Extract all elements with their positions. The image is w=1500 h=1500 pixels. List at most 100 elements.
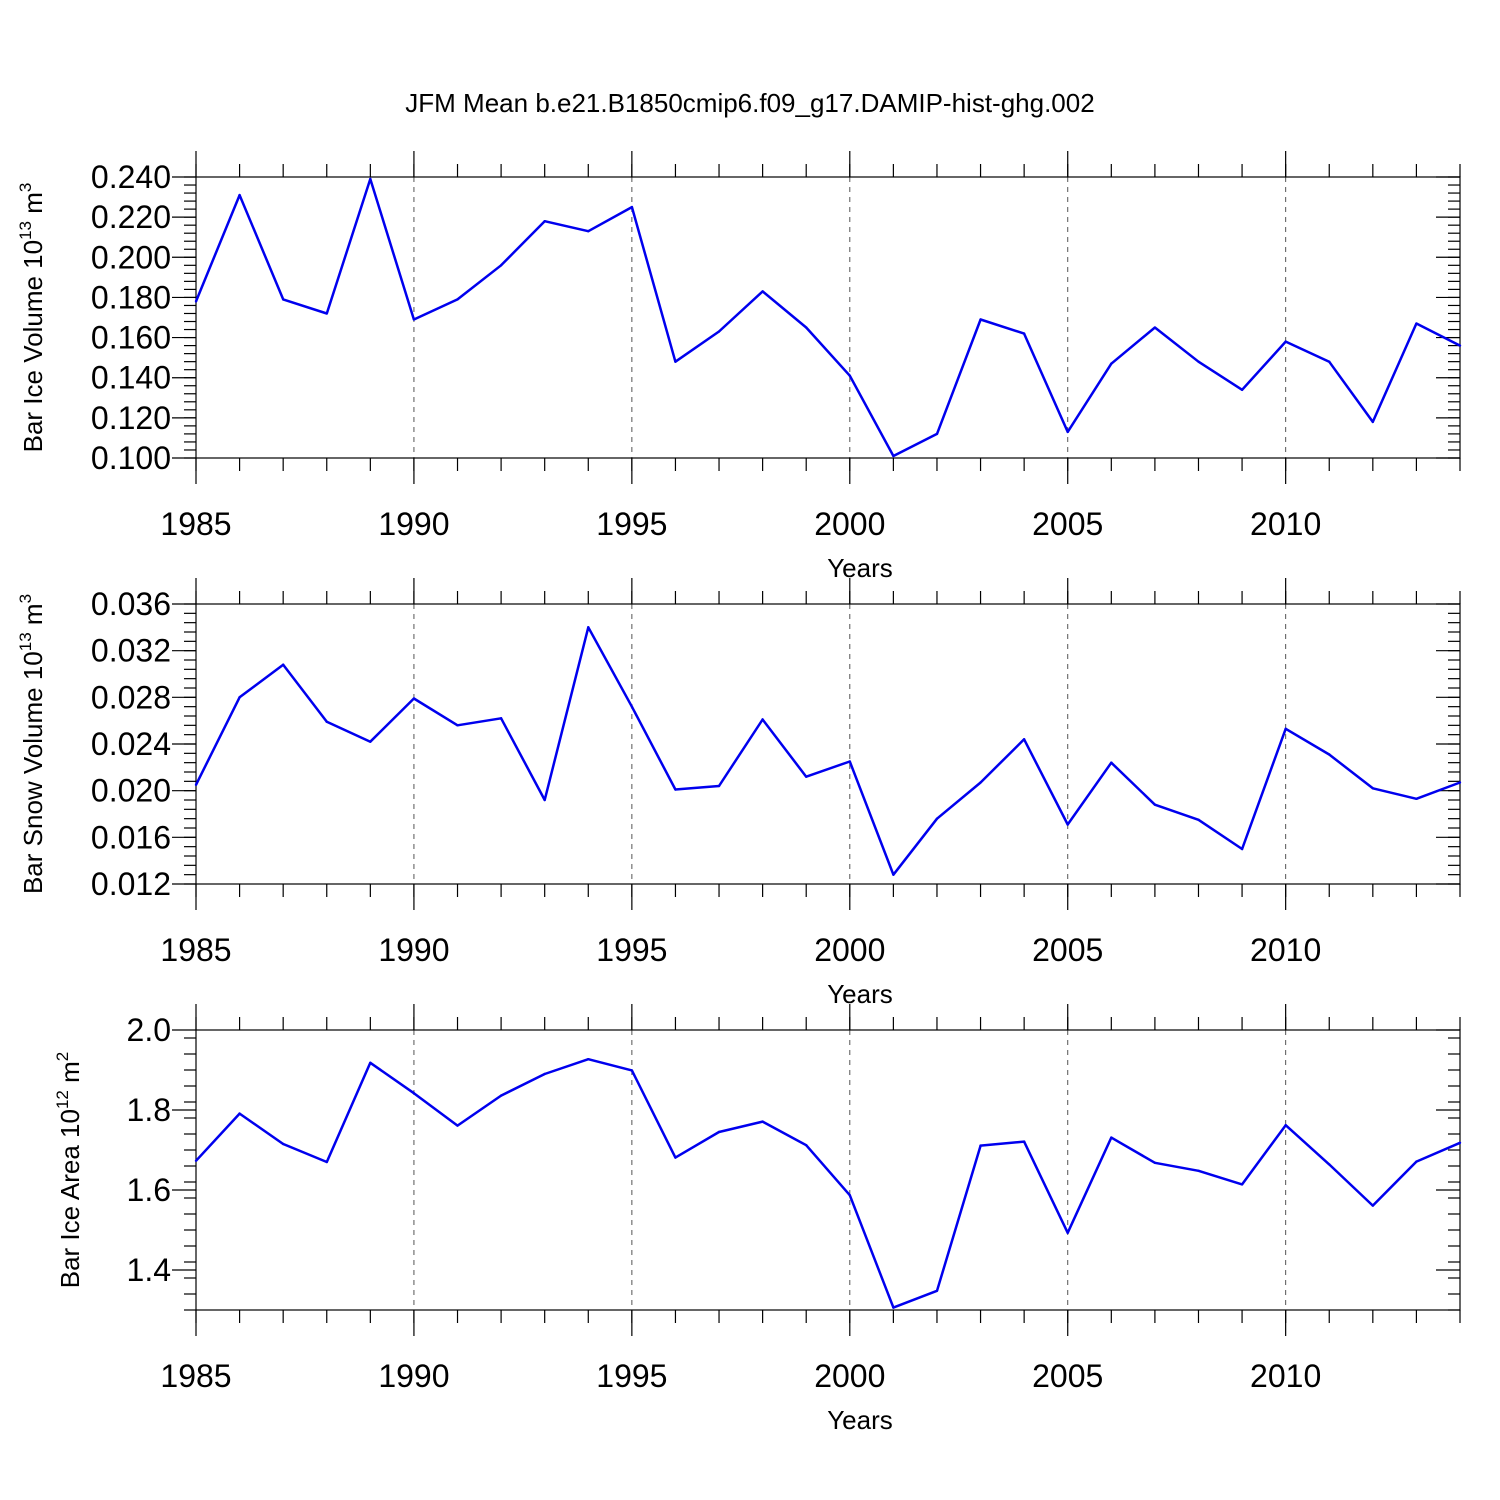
data-point-2010 [1284, 1124, 1287, 1127]
data-point-1993 [543, 219, 546, 223]
y-axis-label-text: Bar Snow Volume 10 [18, 651, 48, 894]
y-tick-label-1.6: 1.6 [127, 1172, 171, 1208]
x-tick-label-1995: 1995 [596, 932, 667, 968]
x-tick-label-1995: 1995 [596, 1358, 667, 1394]
data-point-1989 [369, 177, 372, 181]
data-point-2003 [979, 318, 982, 321]
data-point-1990 [412, 1092, 416, 1095]
data-point-2002 [935, 817, 939, 820]
data-point-1992 [499, 264, 503, 267]
x-tick-label-1990: 1990 [378, 506, 449, 542]
y-tick-label-0.032: 0.032 [91, 633, 171, 669]
data-point-2006 [1110, 362, 1113, 365]
x-tick-label-2000: 2000 [814, 506, 885, 542]
data-point-2007 [1153, 326, 1157, 329]
data-point-2011 [1328, 360, 1331, 363]
y-axis-label: Bar Ice Volume 1013 m3 [16, 183, 48, 453]
data-point-2004 [1022, 738, 1026, 741]
data-point-2008 [1197, 1169, 1200, 1173]
data-point-2001 [892, 873, 895, 876]
data-point-1986 [238, 1112, 241, 1115]
y-axis-label-text: Bar Ice Volume 10 [18, 240, 48, 452]
y-tick-label-0.200: 0.200 [91, 239, 171, 275]
y-tick-label-0.020: 0.020 [91, 773, 171, 809]
y-axis-label-exponent: 13 [16, 221, 35, 240]
data-point-2011 [1328, 753, 1331, 756]
series-line [194, 626, 1461, 876]
x-tick-label-1990: 1990 [378, 932, 449, 968]
data-point-2014 [1458, 344, 1462, 347]
data-point-2000 [848, 374, 851, 377]
data-point-1997 [717, 784, 721, 788]
x-tick-label-2005: 2005 [1032, 506, 1103, 542]
data-point-2004 [1022, 332, 1026, 335]
y-axis-label-exponent: 12 [53, 1090, 72, 1109]
y-axis-label-unit-exponent: 3 [16, 594, 35, 603]
y-axis-label-unit-exponent: 3 [16, 183, 35, 192]
data-point-2010 [1284, 727, 1287, 731]
data-point-1991 [456, 298, 459, 301]
x-tick-label-1995: 1995 [596, 506, 667, 542]
data-point-2003 [979, 1144, 982, 1147]
data-point-1991 [456, 724, 459, 727]
data-point-2005 [1066, 430, 1069, 434]
panel-1: 1985 1990 1995 2000 2005 2010 0.100 0.120 0.140 0… [16, 151, 1462, 583]
data-point-1985 [194, 300, 198, 303]
data-point-1991 [456, 1124, 459, 1127]
x-tick-label-2010: 2010 [1250, 932, 1321, 968]
data-point-1996 [674, 360, 677, 363]
data-point-1986 [238, 193, 241, 197]
data-point-1988 [325, 1160, 328, 1164]
data-point-2014 [1458, 781, 1462, 784]
data-point-1996 [674, 788, 677, 791]
y-tick-label-0.024: 0.024 [91, 726, 171, 762]
data-point-1985 [194, 1159, 198, 1163]
data-point-1986 [238, 696, 241, 699]
data-point-1994 [587, 229, 590, 233]
y-tick-label-0.120: 0.120 [91, 400, 171, 436]
x-tick-label-1990: 1990 [378, 1358, 449, 1394]
y-axis-label-text: Bar Ice Area 10 [55, 1109, 85, 1288]
data-point-1993 [543, 1072, 546, 1076]
x-axis-label: Years [827, 553, 893, 583]
x-tick-label-1985: 1985 [160, 506, 231, 542]
x-tick-label-2010: 2010 [1250, 506, 1321, 542]
y-tick-label-0.036: 0.036 [91, 586, 171, 622]
series-line [194, 177, 1461, 458]
y-axis-label-unit: m [18, 192, 48, 221]
data-point-1995 [630, 205, 634, 209]
data-point-1990 [412, 318, 416, 321]
data-point-2002 [935, 1289, 939, 1293]
x-tick-label-2005: 2005 [1032, 932, 1103, 968]
y-axis-label-unit-exponent: 2 [53, 1052, 72, 1061]
data-point-2002 [935, 432, 939, 436]
panel-3: 1985 1990 1995 2000 2005 2010 1.4 1.6 1.8 2.0 Year… [53, 1004, 1462, 1435]
data-point-2014 [1458, 1141, 1462, 1145]
data-point-2006 [1110, 761, 1113, 764]
data-point-1990 [412, 697, 416, 700]
data-point-2005 [1066, 823, 1069, 826]
x-tick-label-2000: 2000 [814, 1358, 885, 1394]
x-tick-label-1985: 1985 [160, 932, 231, 968]
data-point-2004 [1022, 1140, 1026, 1143]
data-point-2012 [1371, 787, 1375, 790]
data-point-2008 [1197, 818, 1200, 822]
data-point-2001 [892, 454, 895, 458]
plot-frame [195, 1029, 1461, 1311]
data-point-1989 [369, 740, 372, 743]
data-point-1995 [630, 705, 634, 708]
y-tick-label-0.100: 0.100 [91, 440, 171, 476]
plot-frame [195, 603, 1461, 885]
data-point-1999 [805, 326, 808, 329]
data-point-1987 [281, 1142, 285, 1146]
data-point-2007 [1153, 803, 1157, 806]
y-axis-label: Bar Ice Area 1012 m2 [53, 1052, 85, 1289]
x-tick-label-2000: 2000 [814, 932, 885, 968]
data-point-1988 [325, 312, 328, 315]
y-tick-label-2.0: 2.0 [127, 1012, 171, 1048]
data-point-2011 [1328, 1163, 1331, 1166]
plot-frame [195, 176, 1461, 459]
data-point-1996 [674, 1156, 677, 1159]
data-point-1998 [761, 1120, 764, 1123]
data-point-2005 [1066, 1231, 1069, 1235]
